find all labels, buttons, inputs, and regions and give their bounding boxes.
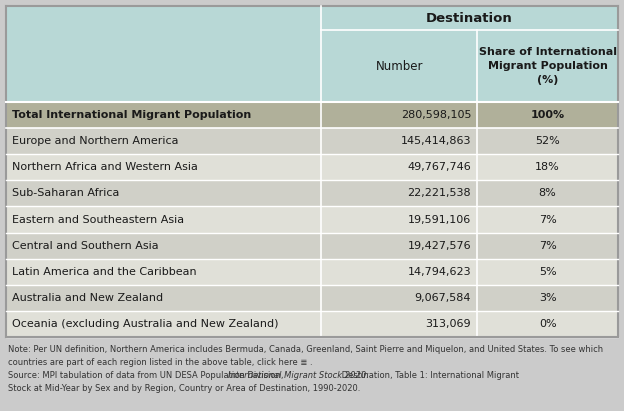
Bar bbox=[6, 206, 321, 233]
Text: Number: Number bbox=[376, 60, 423, 72]
Text: 18%: 18% bbox=[535, 162, 560, 172]
Bar bbox=[6, 233, 321, 259]
Bar bbox=[6, 154, 321, 180]
Text: Sub-Saharan Africa: Sub-Saharan Africa bbox=[12, 188, 119, 199]
Text: 3%: 3% bbox=[539, 293, 557, 303]
Bar bbox=[321, 128, 477, 154]
Text: Total International Migrant Population: Total International Migrant Population bbox=[12, 110, 251, 120]
Text: 19,427,576: 19,427,576 bbox=[407, 240, 471, 251]
Bar bbox=[477, 233, 618, 259]
Bar bbox=[6, 6, 321, 102]
Bar bbox=[321, 180, 477, 206]
Text: 5%: 5% bbox=[539, 267, 557, 277]
Text: 8%: 8% bbox=[539, 188, 557, 199]
Text: 19,591,106: 19,591,106 bbox=[408, 215, 471, 224]
Text: Central and Southern Asia: Central and Southern Asia bbox=[12, 240, 158, 251]
Text: International Migrant Stock 2020:: International Migrant Stock 2020: bbox=[228, 371, 369, 380]
Text: Australia and New Zealand: Australia and New Zealand bbox=[12, 293, 163, 303]
Text: Europe and Northern America: Europe and Northern America bbox=[12, 136, 178, 146]
Bar bbox=[321, 154, 477, 180]
Text: 0%: 0% bbox=[539, 319, 557, 329]
Bar bbox=[477, 259, 618, 285]
Text: Stock at Mid-Year by Sex and by Region, Country or Area of Destination, 1990-202: Stock at Mid-Year by Sex and by Region, … bbox=[8, 384, 361, 393]
Text: Destination: Destination bbox=[426, 12, 513, 25]
Text: 9,067,584: 9,067,584 bbox=[415, 293, 471, 303]
Bar bbox=[6, 180, 321, 206]
Text: 14,794,623: 14,794,623 bbox=[407, 267, 471, 277]
Bar bbox=[6, 6, 618, 337]
Text: Oceania (excluding Australia and New Zealand): Oceania (excluding Australia and New Zea… bbox=[12, 319, 278, 329]
Bar bbox=[477, 30, 618, 102]
Bar bbox=[321, 206, 477, 233]
Bar bbox=[477, 154, 618, 180]
Bar bbox=[477, 311, 618, 337]
Text: countries are part of each region listed in the above table, click here ≣ .: countries are part of each region listed… bbox=[8, 358, 313, 367]
Bar bbox=[6, 285, 321, 311]
Bar bbox=[321, 233, 477, 259]
Bar bbox=[6, 102, 321, 128]
Bar bbox=[6, 311, 321, 337]
Bar bbox=[477, 180, 618, 206]
Text: 145,414,863: 145,414,863 bbox=[401, 136, 471, 146]
Bar bbox=[477, 206, 618, 233]
Text: Note: Per UN definition, Northern America includes Bermuda, Canada, Greenland, S: Note: Per UN definition, Northern Americ… bbox=[8, 345, 603, 354]
Text: Source: MPI tabulation of data from UN DESA Population Division,: Source: MPI tabulation of data from UN D… bbox=[8, 371, 286, 380]
Text: 100%: 100% bbox=[530, 110, 565, 120]
Text: 22,221,538: 22,221,538 bbox=[407, 188, 471, 199]
Text: Eastern and Southeastern Asia: Eastern and Southeastern Asia bbox=[12, 215, 184, 224]
Bar bbox=[321, 102, 477, 128]
Text: 7%: 7% bbox=[539, 215, 557, 224]
Text: 49,767,746: 49,767,746 bbox=[407, 162, 471, 172]
Text: Latin America and the Caribbean: Latin America and the Caribbean bbox=[12, 267, 197, 277]
Text: 313,069: 313,069 bbox=[426, 319, 471, 329]
Bar bbox=[321, 285, 477, 311]
Bar bbox=[477, 128, 618, 154]
Bar bbox=[477, 102, 618, 128]
Text: Destination, Table 1: International Migrant: Destination, Table 1: International Migr… bbox=[339, 371, 519, 380]
Bar bbox=[6, 128, 321, 154]
Text: 7%: 7% bbox=[539, 240, 557, 251]
Bar bbox=[321, 6, 618, 30]
Text: Share of International
Migrant Population
(%): Share of International Migrant Populatio… bbox=[479, 47, 617, 85]
Text: 52%: 52% bbox=[535, 136, 560, 146]
Text: Northern Africa and Western Asia: Northern Africa and Western Asia bbox=[12, 162, 198, 172]
Bar bbox=[477, 285, 618, 311]
Bar bbox=[6, 259, 321, 285]
Text: 280,598,105: 280,598,105 bbox=[401, 110, 471, 120]
Bar bbox=[321, 259, 477, 285]
Bar bbox=[321, 30, 477, 102]
Bar bbox=[321, 311, 477, 337]
